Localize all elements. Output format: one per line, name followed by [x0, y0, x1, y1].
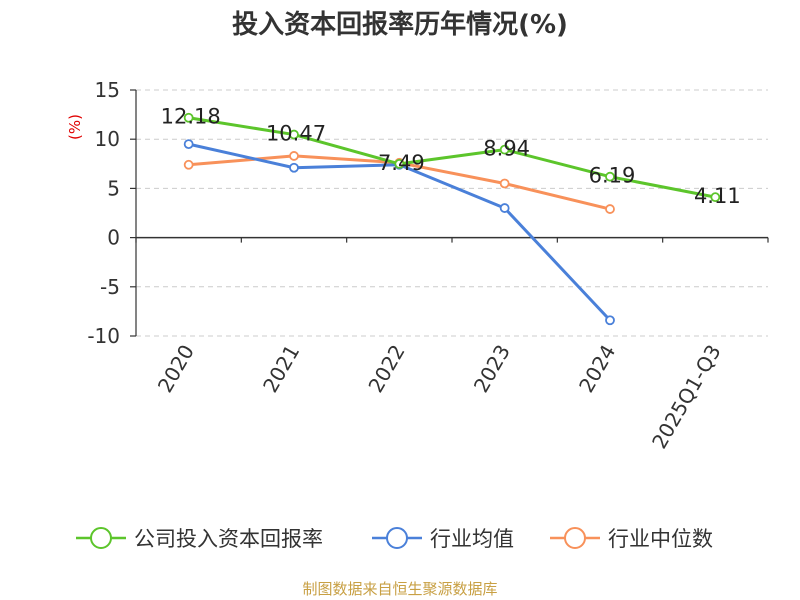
- data-label: 12.18: [161, 105, 221, 129]
- data-point: [289, 129, 299, 140]
- data-label: 6.19: [589, 164, 636, 188]
- data-point: [499, 203, 510, 213]
- x-tick-label: 2023: [469, 340, 515, 396]
- x-tick-label: 2024: [574, 341, 620, 397]
- data-label: 7.49: [378, 151, 425, 175]
- y-axis-label: (%): [66, 114, 84, 140]
- grid-layer: [136, 89, 768, 337]
- data-label: 8.94: [483, 137, 530, 161]
- label-layer: 12.18 10.47 7.49 8.94 6.19 4.11: [161, 105, 741, 208]
- legend-marker: [386, 527, 408, 549]
- legend-marker: [564, 527, 586, 549]
- chart-title: 投入资本回报率历年情况(%): [232, 10, 568, 40]
- x-tick-label: 2025Q1-Q3: [647, 341, 726, 453]
- legend-label: 行业均值: [430, 527, 514, 551]
- x-tick-label: 2021: [258, 341, 304, 397]
- data-point: [605, 315, 615, 326]
- data-point: [394, 158, 405, 169]
- data-point: [710, 192, 721, 203]
- axis-layer: 15 10 5 0 -5 -10 (%) 2020 2021 2022 2023 2024 2025Q1…: [66, 78, 769, 453]
- x-tick-label: 2022: [363, 341, 409, 397]
- data-label: 4.11: [694, 184, 741, 208]
- series-layer: [183, 112, 721, 326]
- data-point: [183, 159, 194, 170]
- data-point: [605, 204, 615, 214]
- legend-label: 行业中位数: [608, 527, 713, 551]
- x-tick-label: 2020: [153, 341, 199, 397]
- legend-label: 公司投入资本回报率: [134, 527, 323, 551]
- series-line-0: [188, 116, 716, 199]
- data-point: [183, 139, 194, 150]
- y-tick-label: 5: [107, 176, 120, 200]
- y-tick-label: 10: [95, 127, 120, 151]
- data-point: [605, 171, 615, 182]
- data-point: [183, 112, 194, 123]
- legend-marker: [90, 527, 112, 549]
- y-tick-label: -10: [87, 324, 120, 348]
- data-point: [289, 151, 299, 161]
- data-point: [289, 162, 299, 173]
- y-tick-label: -5: [100, 275, 120, 299]
- data-label: 10.47: [266, 122, 326, 146]
- data-point: [499, 144, 510, 155]
- legend-layer: 公司投入资本回报率 行业均值 行业中位数: [76, 527, 713, 551]
- y-tick-label: 15: [95, 78, 120, 102]
- y-tick-label: 0: [107, 226, 120, 250]
- source-note: 制图数据来自恒生聚源数据库: [302, 580, 498, 598]
- data-point: [499, 178, 510, 189]
